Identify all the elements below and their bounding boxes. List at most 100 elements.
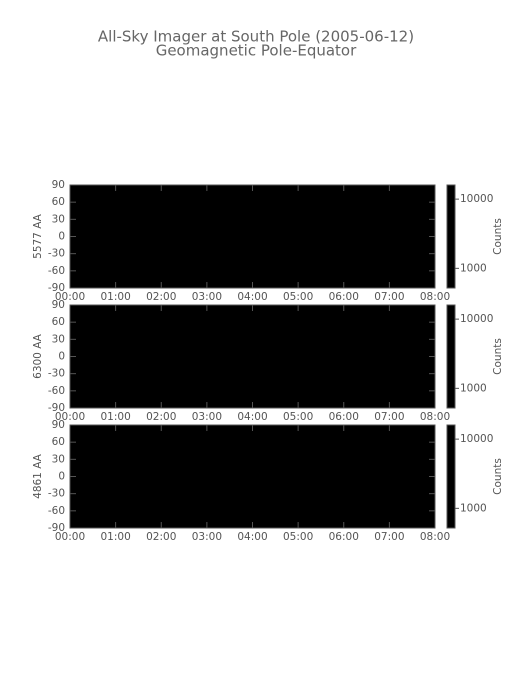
colorbar-segment	[447, 195, 455, 198]
heatmap-cell	[184, 202, 208, 220]
x-tick-label: 00:00	[55, 411, 85, 423]
colorbar-segment	[447, 442, 455, 445]
heatmap-cell	[206, 390, 231, 409]
heatmap-cell	[252, 390, 276, 409]
colorbar-segment	[447, 354, 455, 357]
heatmap-cell	[412, 339, 436, 357]
heatmap-cell	[366, 356, 390, 375]
colorbar-segment	[447, 402, 455, 406]
colorbar-segment	[447, 215, 455, 219]
y-tick-label: 90	[52, 299, 65, 311]
heatmap-cell	[92, 219, 117, 237]
colorbar-segment	[447, 277, 455, 280]
colorbar-segment	[447, 250, 455, 253]
colorbar-segment	[447, 334, 455, 337]
colorbar-segment	[447, 479, 455, 483]
colorbar-segment	[447, 329, 455, 332]
colorbar-segment	[447, 318, 455, 321]
heatmap-cell	[389, 185, 413, 203]
colorbar-segment	[447, 498, 455, 502]
colorbar-segment	[447, 349, 455, 352]
colorbar-segment	[447, 205, 455, 208]
heatmap-cell	[343, 493, 368, 512]
heatmap-cell	[229, 373, 253, 392]
x-tick-label: 01:00	[100, 411, 130, 423]
heatmap-cell	[229, 202, 253, 220]
heatmap-cell	[343, 253, 368, 272]
colorbar-segment	[447, 474, 455, 477]
colorbar-segment	[447, 512, 455, 515]
heatmap-cell	[343, 459, 368, 477]
heatmap-cell	[343, 339, 368, 357]
colorbar-segment	[447, 401, 455, 404]
colorbar-segment	[447, 452, 455, 455]
heatmap-cell	[229, 459, 253, 477]
heatmap-cell	[366, 476, 390, 495]
heatmap-cell	[115, 493, 139, 512]
heatmap-cell	[320, 305, 345, 323]
y-tick-label: -60	[48, 505, 65, 517]
heatmap-cell	[298, 219, 322, 237]
heatmap-cell	[115, 476, 139, 495]
heatmap-cell	[206, 425, 231, 443]
heatmap-cell	[298, 425, 322, 443]
colorbar-segment	[447, 500, 455, 503]
heatmap-cell	[229, 236, 253, 255]
heatmap-cell	[70, 373, 94, 392]
heatmap-cell	[184, 510, 208, 529]
heatmap-cell	[206, 476, 231, 495]
heatmap-cell	[115, 442, 139, 460]
heatmap-cell	[298, 356, 322, 375]
colorbar-segment	[447, 466, 455, 469]
heatmap-cell	[298, 270, 322, 289]
heatmap-cell	[252, 425, 276, 443]
colorbar-segment	[447, 450, 455, 453]
heatmap-cell	[70, 219, 94, 237]
colorbar-segment	[447, 488, 455, 491]
heatmap-cell	[320, 425, 345, 443]
x-tick-label: 05:00	[283, 291, 313, 303]
heatmap-cell	[92, 322, 117, 340]
colorbar-segment	[447, 356, 455, 359]
colorbar-segment	[447, 385, 455, 388]
colorbar-segment	[447, 515, 455, 519]
heatmap-cell	[161, 493, 185, 512]
heatmap-cell	[161, 322, 185, 340]
heatmap-cell	[161, 236, 185, 255]
colorbar-segment	[447, 246, 455, 250]
heatmap-cell	[115, 305, 139, 323]
colorbar-segment	[447, 435, 455, 438]
heatmap-cell	[412, 425, 436, 443]
colorbar-segment	[447, 454, 455, 457]
heatmap-cell	[161, 476, 185, 495]
heatmap-cell	[320, 185, 345, 203]
heatmap-cell	[161, 253, 185, 272]
heatmap-cell	[389, 493, 413, 512]
colorbar-segment	[447, 346, 455, 349]
colorbar-segment	[447, 406, 455, 409]
heatmap-cell	[229, 425, 253, 443]
colorbar-segment	[447, 471, 455, 474]
heatmap-cell	[298, 390, 322, 409]
colorbar-segment	[447, 373, 455, 376]
heatmap-cell	[412, 459, 436, 477]
heatmap-cell	[366, 459, 390, 477]
chart-subtitle: Geomagnetic Pole-Equator	[156, 42, 357, 60]
heatmap-cell	[366, 442, 390, 460]
colorbar-segment	[447, 248, 455, 251]
colorbar-segment	[447, 214, 455, 217]
y-tick-label: 60	[52, 196, 65, 208]
heatmap-cell	[184, 236, 208, 255]
heatmap-cell	[92, 270, 117, 289]
heatmap-cell	[92, 373, 117, 392]
heatmap-cell	[206, 356, 231, 375]
colorbar-tick-label: 1000	[460, 382, 487, 394]
heatmap-cell	[252, 219, 276, 237]
heatmap-cell	[275, 219, 299, 237]
colorbar-segment	[447, 394, 455, 397]
heatmap-cell	[389, 373, 413, 392]
heatmap-cell	[320, 510, 345, 529]
x-tick-label: 02:00	[146, 411, 176, 423]
colorbar-segment	[447, 311, 455, 315]
colorbar-segment	[447, 203, 455, 207]
